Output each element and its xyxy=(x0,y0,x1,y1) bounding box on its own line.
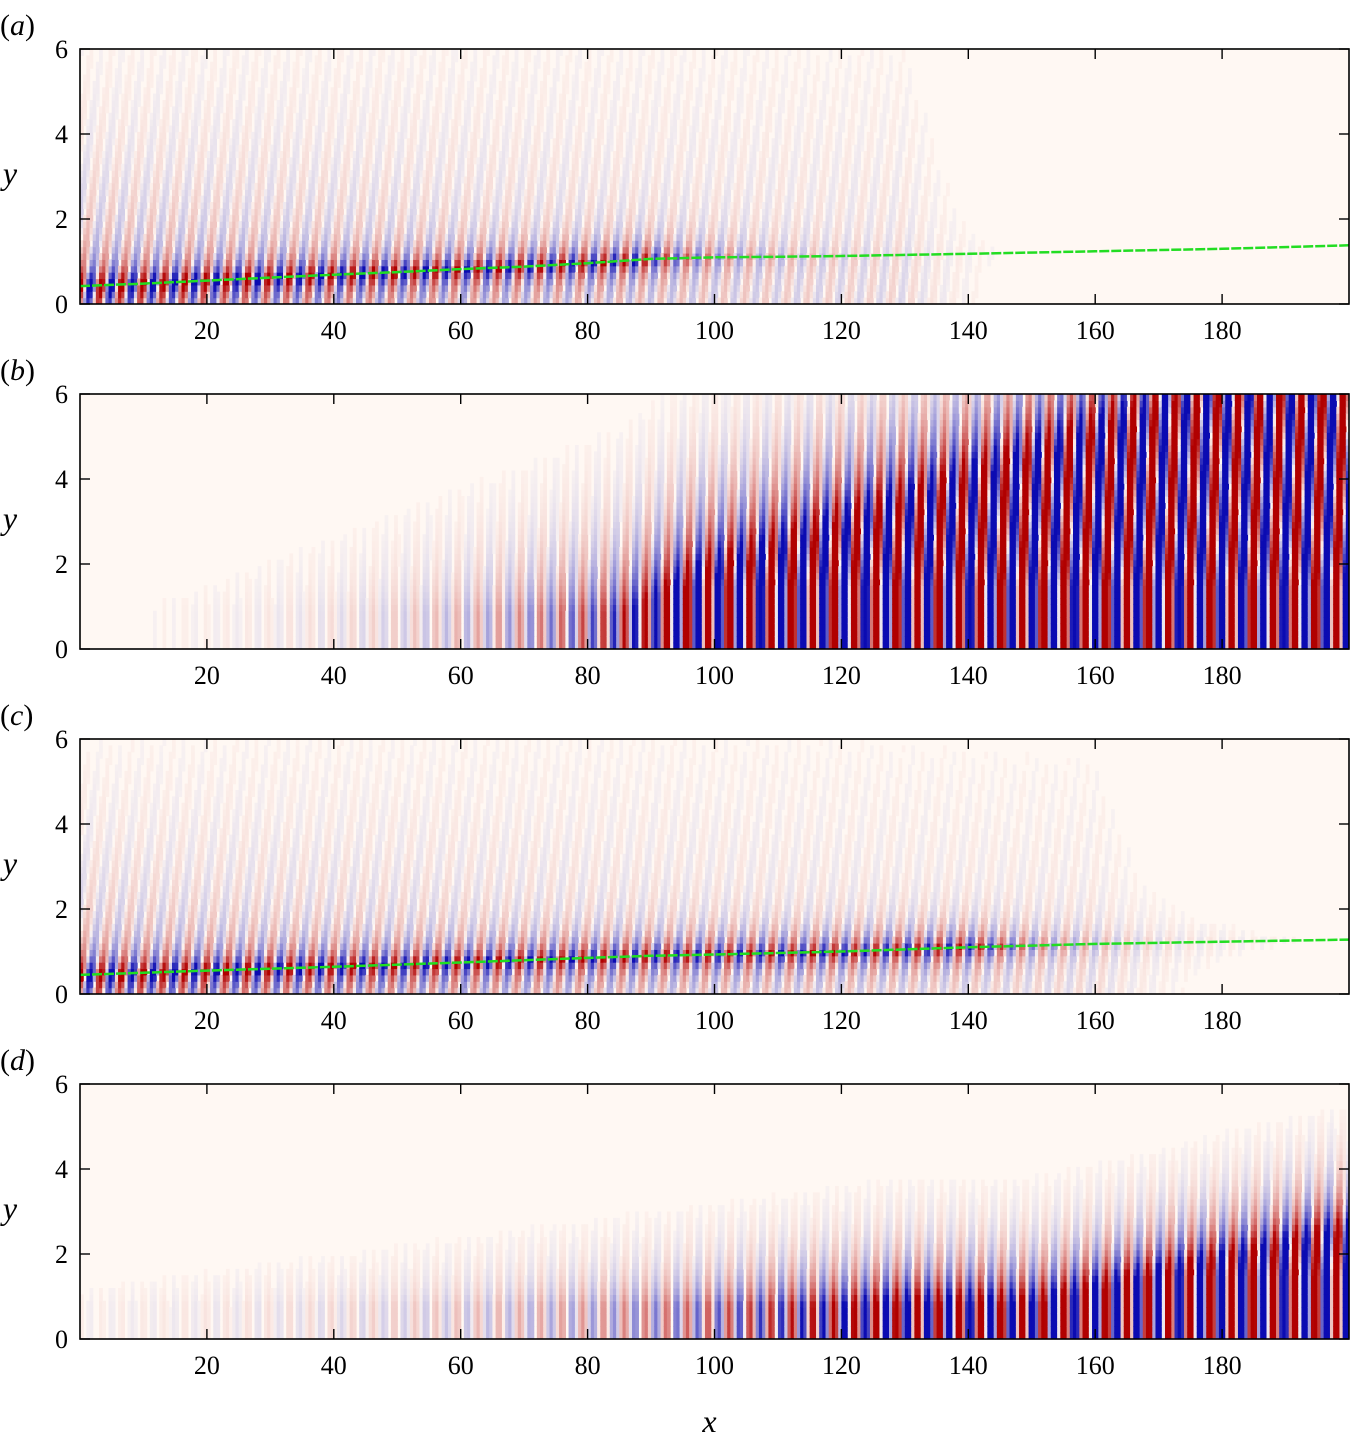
y-tick-label-c-6: 6 xyxy=(55,725,68,754)
x-tick-label-b-180: 180 xyxy=(1203,661,1242,690)
x-tick-label-c-160: 160 xyxy=(1076,1006,1115,1035)
x-tick-label-a-20: 20 xyxy=(194,316,220,345)
x-tick-label-a-160: 160 xyxy=(1076,316,1115,345)
y-tick-label-a-4: 4 xyxy=(55,120,68,149)
x-tick-label-b-140: 140 xyxy=(949,661,988,690)
heatmap-c xyxy=(80,739,1296,994)
x-tick-label-b-40: 40 xyxy=(321,661,347,690)
y-tick-label-b-2: 2 xyxy=(55,550,68,579)
x-tick-label-a-80: 80 xyxy=(575,316,601,345)
x-tick-label-c-20: 20 xyxy=(194,1006,220,1035)
y-tick-label-a-0: 0 xyxy=(55,290,68,319)
y-axis-label-a: y xyxy=(0,155,18,191)
x-tick-label-b-120: 120 xyxy=(822,661,861,690)
x-tick-label-b-160: 160 xyxy=(1076,661,1115,690)
x-tick-label-c-80: 80 xyxy=(575,1006,601,1035)
x-tick-label-d-160: 160 xyxy=(1076,1351,1115,1380)
y-axis-label-d: y xyxy=(0,1190,18,1226)
y-tick-label-c-4: 4 xyxy=(55,810,68,839)
x-tick-label-b-100: 100 xyxy=(695,661,734,690)
x-tick-label-d-20: 20 xyxy=(194,1351,220,1380)
panel-label-c: (c) xyxy=(0,699,33,732)
panel-c: 20 40 60 80 100 120 140 160 180 0 2 4 6 y (c) xyxy=(0,699,1350,1035)
y-tick-label-b-4: 4 xyxy=(55,465,68,494)
x-tick-label-a-100: 100 xyxy=(695,316,734,345)
y-tick-label-b-6: 6 xyxy=(55,380,68,409)
panel-d: 20 40 60 80 100 120 140 160 180 0 2 4 6 y x (d) xyxy=(0,1044,1350,1437)
y-tick-label-c-2: 2 xyxy=(55,895,68,924)
interface-line-a xyxy=(80,244,1349,288)
y-axis-label-b: y xyxy=(0,500,18,536)
x-tick-label-c-120: 120 xyxy=(822,1006,861,1035)
x-tick-label-d-120: 120 xyxy=(822,1351,861,1380)
panel-label-b: (b) xyxy=(0,354,35,387)
y-tick-label-d-0: 0 xyxy=(55,1325,68,1354)
panel-label-d: (d) xyxy=(0,1044,35,1077)
x-tick-label-c-100: 100 xyxy=(695,1006,734,1035)
x-tick-label-b-60: 60 xyxy=(448,661,474,690)
interface-line-c xyxy=(80,938,1349,977)
heatmap-d xyxy=(80,1109,1349,1339)
heatmap-b xyxy=(152,394,1349,649)
x-tick-label-d-140: 140 xyxy=(949,1351,988,1380)
x-tick-label-a-180: 180 xyxy=(1203,316,1242,345)
x-tick-label-b-20: 20 xyxy=(194,661,220,690)
y-tick-label-a-2: 2 xyxy=(55,205,68,234)
y-tick-label-d-6: 6 xyxy=(55,1070,68,1099)
y-tick-label-d-2: 2 xyxy=(55,1240,68,1269)
x-tick-label-d-80: 80 xyxy=(575,1351,601,1380)
panel-a: 20 40 60 80 100 120 140 160 180 0 2 4 6 y (a) xyxy=(0,9,1350,345)
y-tick-label-a-6: 6 xyxy=(55,35,68,64)
x-tick-label-c-180: 180 xyxy=(1203,1006,1242,1035)
panel-label-a: (a) xyxy=(0,9,35,42)
x-tick-label-c-60: 60 xyxy=(448,1006,474,1035)
x-tick-label-d-100: 100 xyxy=(695,1351,734,1380)
x-tick-label-d-60: 60 xyxy=(448,1351,474,1380)
x-tick-label-c-40: 40 xyxy=(321,1006,347,1035)
x-axis-label-d: x xyxy=(701,1403,716,1437)
x-tick-label-d-180: 180 xyxy=(1203,1351,1242,1380)
x-tick-label-a-40: 40 xyxy=(321,316,347,345)
panel-b: 20 40 60 80 100 120 140 160 180 0 2 4 6 y (b) xyxy=(0,354,1350,690)
y-axis-label-c: y xyxy=(0,845,18,881)
x-tick-label-a-60: 60 xyxy=(448,316,474,345)
x-tick-label-b-80: 80 xyxy=(575,661,601,690)
x-tick-label-c-140: 140 xyxy=(949,1006,988,1035)
x-tick-label-a-140: 140 xyxy=(949,316,988,345)
y-tick-label-c-0: 0 xyxy=(55,980,68,1009)
y-tick-label-d-4: 4 xyxy=(55,1155,68,1184)
x-tick-label-a-120: 120 xyxy=(822,316,861,345)
y-tick-label-b-0: 0 xyxy=(55,635,68,664)
x-tick-label-d-40: 40 xyxy=(321,1351,347,1380)
